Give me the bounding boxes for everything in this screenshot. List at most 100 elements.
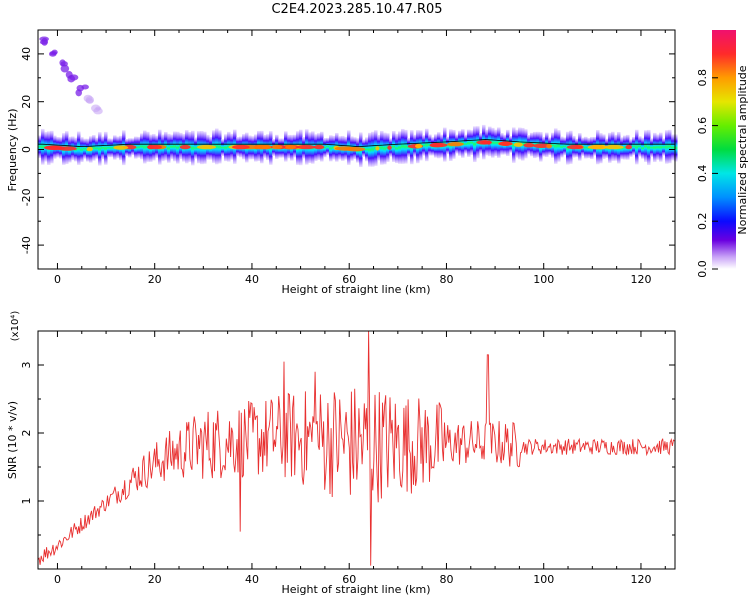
x-tick-label: 0 bbox=[54, 573, 61, 586]
spectrogram-band-strip bbox=[140, 133, 144, 160]
spectrogram-band-strip bbox=[107, 138, 111, 158]
spectrogram-band-strip bbox=[170, 134, 174, 159]
spectrogram-band-strip bbox=[665, 130, 669, 164]
spectrogram-peak bbox=[147, 144, 162, 150]
spectrogram-band-strip bbox=[671, 134, 675, 161]
spectrogram-peak bbox=[313, 144, 325, 150]
chart-title: C2E4.2023.285.10.47.R05 bbox=[271, 2, 443, 17]
y-tick-label: -40 bbox=[20, 236, 33, 254]
spectrogram-band-strip bbox=[80, 137, 84, 163]
spectrogram-band-strip bbox=[638, 136, 642, 157]
spectrogram-band-strip bbox=[77, 131, 81, 165]
snr-x-axis-label: Height of straight line (km) bbox=[281, 583, 430, 596]
spectrogram-peak bbox=[197, 144, 217, 150]
spectrogram-band-strip bbox=[365, 137, 369, 162]
spectrogram-band-strip bbox=[218, 130, 222, 164]
spectrogram-band-strip bbox=[470, 130, 474, 156]
spectrogram-band-strip bbox=[215, 128, 219, 165]
snr-x-ticks: 0 20 40 60 80 100 120 bbox=[54, 331, 666, 586]
x-tick-label: 0 bbox=[54, 273, 61, 286]
spectrogram-band-strip bbox=[326, 137, 330, 156]
spectrogram-band-strip bbox=[95, 137, 99, 159]
spectrogram-peak bbox=[498, 141, 513, 146]
x-tick-label: 20 bbox=[148, 273, 162, 286]
spectrogram-peak bbox=[375, 146, 380, 151]
spectrogram-band-strip bbox=[662, 138, 666, 156]
spectrogram-band-strip bbox=[473, 126, 477, 163]
x-tick-label: 100 bbox=[533, 573, 554, 586]
spectrogram-band-strip bbox=[656, 134, 660, 160]
spectrogram-peak bbox=[476, 140, 493, 145]
drifting-feature-blob bbox=[60, 64, 70, 73]
spectrogram-band-strip bbox=[551, 132, 555, 158]
spectrogram-band-strip bbox=[653, 132, 657, 163]
spectrogram-band-strip bbox=[584, 136, 588, 159]
spectrogram-peak bbox=[513, 142, 523, 147]
spectrogram-band-strip bbox=[560, 136, 564, 158]
snr-frame bbox=[37, 330, 676, 570]
colorbar-gradient bbox=[712, 30, 736, 269]
spectrogram-band-strip bbox=[641, 137, 645, 159]
spectrogram-peak bbox=[232, 144, 250, 150]
spectrogram-band-strip bbox=[110, 138, 114, 158]
spectrogram-band-strip bbox=[668, 129, 672, 164]
x-tick-label: 120 bbox=[630, 573, 651, 586]
spectrogram-band-strip bbox=[557, 130, 561, 162]
spectrogram-band-strip bbox=[38, 135, 42, 159]
spectrogram-peak bbox=[447, 141, 464, 147]
spectrogram-band-strip bbox=[191, 130, 195, 166]
snr-series-line bbox=[37, 330, 675, 566]
spectrogram-peak bbox=[285, 144, 296, 150]
spectrogram-band-strip bbox=[650, 138, 654, 157]
spectrogram-band-strip bbox=[425, 128, 429, 162]
spectrogram-panel: 0 20 40 60 80 100 120 -40 -20 0 20 40 Height of st… bbox=[6, 29, 678, 296]
spectrogram-y-axis-label: Frequency (Hz) bbox=[6, 109, 19, 192]
colorbar-tick-label: 0.6 bbox=[696, 117, 709, 135]
spectrogram-peak bbox=[429, 143, 444, 148]
spectrogram-band-strip bbox=[497, 127, 501, 158]
spectrogram-band-strip bbox=[407, 137, 411, 157]
x-tick-label: 40 bbox=[245, 273, 259, 286]
spectrogram-peak bbox=[113, 145, 129, 150]
snr-content bbox=[37, 330, 675, 566]
x-tick-label: 60 bbox=[342, 273, 356, 286]
spectrogram-band-strip bbox=[635, 129, 639, 165]
snr-y-axis-label: SNR (10 * v/v) bbox=[6, 401, 19, 479]
drifting-feature-blob bbox=[60, 61, 68, 67]
spectrogram-band-strip bbox=[371, 131, 375, 167]
spectrogram-band-strip bbox=[383, 132, 387, 165]
y-tick-label: 3 bbox=[20, 362, 33, 369]
drifting-feature-blob bbox=[83, 94, 93, 102]
spectrogram-band-strip bbox=[92, 135, 96, 161]
spectrogram-band-strip bbox=[398, 131, 402, 164]
drifting-feature-blob bbox=[95, 106, 102, 111]
x-tick-label: 60 bbox=[342, 573, 356, 586]
spectrogram-peak bbox=[533, 143, 551, 149]
spectrogram-peak bbox=[604, 144, 624, 150]
spectrogram-band-strip bbox=[446, 136, 450, 155]
drifting-feature-blob bbox=[39, 36, 49, 42]
x-tick-label: 80 bbox=[439, 273, 453, 286]
spectrogram-x-ticks: 0 20 40 60 80 100 120 bbox=[54, 30, 666, 286]
spectrogram-peak bbox=[566, 144, 583, 150]
spectrogram-band-strip bbox=[491, 127, 495, 158]
spectrogram-band-strip bbox=[512, 127, 516, 163]
spectrogram-band-strip bbox=[623, 135, 627, 160]
spectrogram-band-strip bbox=[404, 129, 408, 164]
spectrogram-band-strip bbox=[137, 136, 141, 158]
colorbar-tick-label: 0.2 bbox=[696, 212, 709, 230]
spectrogram-peak bbox=[253, 144, 269, 150]
y-tick-label: 1 bbox=[20, 498, 33, 505]
spectrogram-band-strip bbox=[329, 135, 333, 162]
spectrogram-peak bbox=[415, 143, 423, 149]
x-tick-label: 20 bbox=[148, 573, 162, 586]
spectrogram-band-strip bbox=[167, 133, 171, 163]
spectrogram-band-strip bbox=[644, 130, 648, 162]
spectrogram-band-strip bbox=[194, 137, 198, 159]
colorbar-tick-label: 0.0 bbox=[696, 260, 709, 278]
y-tick-label: 2 bbox=[20, 430, 33, 437]
colorbar: 0.0 0.2 0.4 0.6 0.8 Normalized spectral ampl… bbox=[696, 30, 749, 278]
spectrogram-band-strip bbox=[104, 131, 108, 165]
spectrogram-peak bbox=[86, 146, 93, 152]
spectrogram-band-strip bbox=[323, 137, 327, 158]
